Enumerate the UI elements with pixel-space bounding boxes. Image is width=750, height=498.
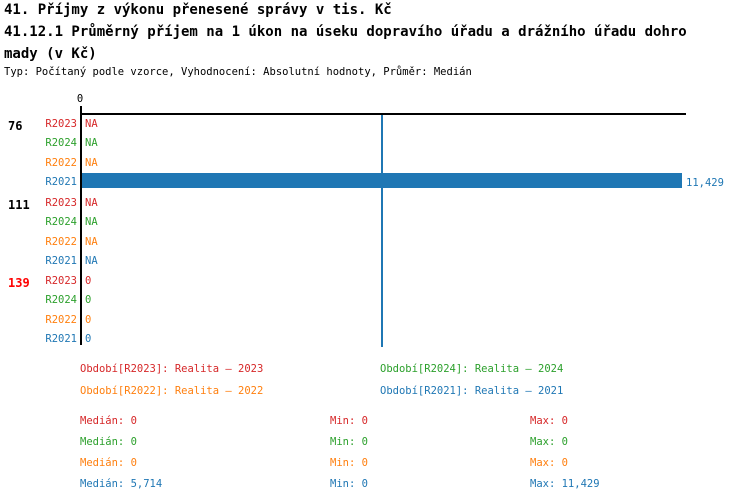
- group-label: 76: [8, 119, 23, 133]
- bar-value-label: 11,429: [686, 177, 724, 189]
- row-value-label: 0: [85, 314, 92, 326]
- value-bar: [82, 173, 682, 188]
- stat-min: Min: 0: [330, 478, 368, 490]
- row-value-label: 0: [85, 294, 92, 306]
- stat-max: Max: 0: [530, 415, 568, 427]
- series-label: R2021: [45, 255, 77, 267]
- page-title-line3: mady (v Kč): [4, 46, 97, 62]
- stat-min: Min: 0: [330, 457, 368, 469]
- legend-item: Období[R2023]: Realita – 2023: [80, 363, 264, 375]
- chart-meta-info: Typ: Počítaný podle vzorce, Vyhodnocení:…: [4, 66, 472, 78]
- row-value-label: NA: [85, 118, 98, 130]
- stat-min: Min: 0: [330, 436, 368, 448]
- series-label: R2022: [45, 157, 77, 169]
- legend-item: Období[R2021]: Realita – 2021: [380, 385, 564, 397]
- legend-item: Období[R2024]: Realita – 2024: [380, 363, 564, 375]
- series-label: R2022: [45, 314, 77, 326]
- stat-median: Medián: 5,714: [80, 478, 163, 490]
- row-value-label: 0: [85, 333, 92, 345]
- row-value-label: 0: [85, 275, 92, 287]
- series-label: R2024: [45, 137, 77, 149]
- x-axis-line: [80, 113, 686, 115]
- series-label: R2022: [45, 236, 77, 248]
- legend-item: Období[R2022]: Realita – 2022: [80, 385, 264, 397]
- stat-median: Medián: 0: [80, 457, 137, 469]
- series-label: R2024: [45, 216, 77, 228]
- row-value-label: NA: [85, 157, 98, 169]
- row-value-label: NA: [85, 137, 98, 149]
- stat-max: Max: 0: [530, 436, 568, 448]
- page-title-line1: 41. Příjmy z výkonu přenesené správy v t…: [4, 2, 392, 18]
- series-label: R2023: [45, 275, 77, 287]
- stat-median: Medián: 0: [80, 415, 137, 427]
- series-label: R2023: [45, 118, 77, 130]
- series-label: R2021: [45, 333, 77, 345]
- stat-median: Medián: 0: [80, 436, 137, 448]
- stat-max: Max: 0: [530, 457, 568, 469]
- series-label: R2024: [45, 294, 77, 306]
- y-axis-line: [80, 106, 82, 345]
- row-value-label: NA: [85, 197, 98, 209]
- group-label: 139: [8, 276, 30, 290]
- median-reference-line: [381, 115, 383, 347]
- row-value-label: NA: [85, 216, 98, 228]
- stat-min: Min: 0: [330, 415, 368, 427]
- series-label: R2021: [45, 176, 77, 188]
- row-value-label: NA: [85, 255, 98, 267]
- series-label: R2023: [45, 197, 77, 209]
- row-value-label: NA: [85, 236, 98, 248]
- group-label: 111: [8, 198, 30, 212]
- page-title-line2: 41.12.1 Průměrný příjem na 1 úkon na úse…: [4, 24, 687, 40]
- stat-max: Max: 11,429: [530, 478, 600, 490]
- x-axis-zero-tick-label: 0: [76, 93, 84, 105]
